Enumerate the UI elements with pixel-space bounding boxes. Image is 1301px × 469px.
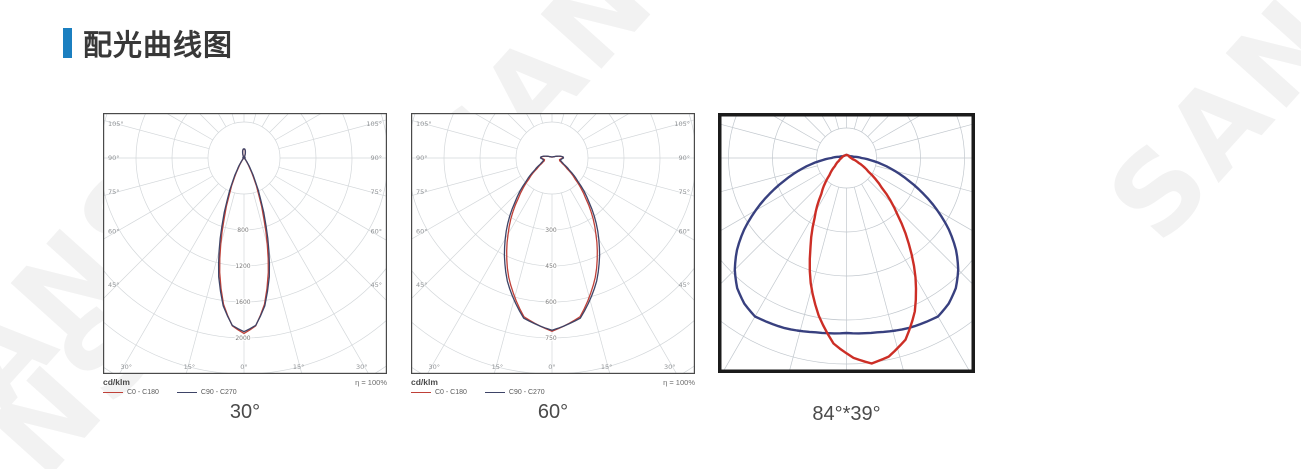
svg-text:45°: 45° xyxy=(678,281,690,289)
svg-text:105°: 105° xyxy=(108,120,124,128)
efficiency-label: η = 100% xyxy=(355,378,387,387)
svg-text:60°: 60° xyxy=(370,227,382,235)
legend-entry: C90 - C270 xyxy=(484,389,545,396)
svg-text:750: 750 xyxy=(545,335,557,342)
polar-plot-84x39deg xyxy=(718,113,975,373)
svg-text:15°: 15° xyxy=(601,363,613,371)
svg-text:105°: 105° xyxy=(674,120,690,128)
legend-entries: C0 - C180 C90 - C270 xyxy=(411,389,695,396)
distribution-chart-84x39deg: 84°*39° xyxy=(718,113,975,426)
svg-text:15°: 15° xyxy=(184,363,196,371)
svg-text:1600: 1600 xyxy=(235,299,250,306)
svg-text:105°: 105° xyxy=(416,120,432,128)
legend-line-swatch xyxy=(484,391,505,394)
svg-text:1200: 1200 xyxy=(235,263,250,270)
watermark-sansi: SANSI xyxy=(1084,0,1301,266)
svg-text:90°: 90° xyxy=(416,154,428,162)
legend-entry: C0 - C180 xyxy=(103,389,159,396)
svg-text:600: 600 xyxy=(545,299,557,306)
svg-text:90°: 90° xyxy=(108,154,120,162)
legend-entries: C0 - C180 C90 - C270 xyxy=(103,389,387,396)
chart-legend: cd/klm η = 100% C0 - C180 C90 - C270 xyxy=(103,374,387,396)
svg-text:0°: 0° xyxy=(548,363,555,371)
svg-text:30°: 30° xyxy=(428,363,440,371)
svg-text:90°: 90° xyxy=(370,154,382,162)
efficiency-label: η = 100% xyxy=(663,378,695,387)
svg-text:60°: 60° xyxy=(416,227,428,235)
legend-line-swatch xyxy=(411,391,431,394)
svg-text:15°: 15° xyxy=(492,363,504,371)
svg-text:90°: 90° xyxy=(678,154,690,162)
beam-angle-caption: 30° xyxy=(229,401,261,423)
legend-label: C90 - C270 xyxy=(200,389,237,396)
section-header: 配光曲线图 xyxy=(63,22,233,64)
legend-label: C90 - C270 xyxy=(508,389,545,396)
svg-text:75°: 75° xyxy=(108,188,120,196)
beam-angle-caption: 60° xyxy=(537,401,569,423)
svg-text:30°: 30° xyxy=(664,363,676,371)
svg-text:60°: 60° xyxy=(108,227,120,235)
svg-text:2000: 2000 xyxy=(235,335,250,342)
svg-text:30°: 30° xyxy=(120,363,132,371)
legend-label: C0 - C180 xyxy=(435,389,467,396)
svg-text:45°: 45° xyxy=(108,281,120,289)
svg-text:0°: 0° xyxy=(240,363,247,371)
svg-text:75°: 75° xyxy=(678,188,690,196)
legend-entry: C90 - C270 xyxy=(176,389,237,396)
svg-text:30°: 30° xyxy=(356,363,368,371)
unit-label: cd/klm xyxy=(103,377,130,387)
svg-text:450: 450 xyxy=(545,263,557,270)
legend-line-swatch xyxy=(103,391,123,394)
svg-text:45°: 45° xyxy=(416,281,428,289)
svg-text:15°: 15° xyxy=(293,363,305,371)
svg-text:60°: 60° xyxy=(678,227,690,235)
svg-text:300: 300 xyxy=(545,227,557,234)
section-title: 配光曲线图 xyxy=(83,28,234,62)
svg-text:800: 800 xyxy=(237,227,249,234)
svg-text:75°: 75° xyxy=(416,188,428,196)
legend-entry: C0 - C180 xyxy=(411,389,467,396)
distribution-chart-60deg: 105° 105° 90° 90° 75° 75° 60° 60° 45° 45° 30° 15° 0°… xyxy=(411,113,695,424)
legend-label: C0 - C180 xyxy=(127,389,159,396)
title-accent-bar xyxy=(63,28,72,58)
polar-plot-60deg: 105° 105° 90° 90° 75° 75° 60° 60° 45° 45° 30° 15° 0°… xyxy=(411,113,695,374)
beam-angle-caption: 84°*39° xyxy=(812,403,881,425)
distribution-chart-30deg: 105° 105° 90° 90° 75° 75° 60° 60° 45° 45° 30° 15° 0°… xyxy=(103,113,387,424)
legend-line-swatch xyxy=(176,391,197,394)
chart-legend: cd/klm η = 100% C0 - C180 C90 - C270 xyxy=(411,374,695,396)
unit-label: cd/klm xyxy=(411,377,438,387)
svg-text:75°: 75° xyxy=(370,188,382,196)
svg-text:45°: 45° xyxy=(370,281,382,289)
svg-text:105°: 105° xyxy=(366,120,382,128)
polar-plot-30deg: 105° 105° 90° 90° 75° 75° 60° 60° 45° 45° 30° 15° 0°… xyxy=(103,113,387,374)
